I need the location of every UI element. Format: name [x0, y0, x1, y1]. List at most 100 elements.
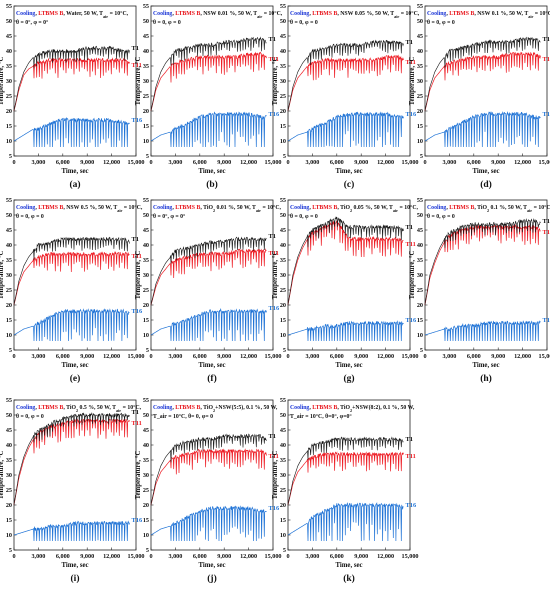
x-tick-label: 15,000 — [127, 159, 144, 166]
x-tick-label: 9,000 — [491, 159, 505, 166]
x-axis-label: Time, sec — [335, 562, 362, 569]
y-tick-label: 5 — [9, 153, 12, 160]
y-tick-label: 50 — [6, 18, 12, 25]
y-tick-label: 45 — [280, 33, 286, 40]
x-tick-label: 12,000 — [103, 159, 120, 166]
series-line-t11 — [150, 248, 267, 306]
chart-panel: 5 10 15 20 25 30 35 40 45 50 55 0 3,000 6,000 9,000 12,… — [272, 197, 419, 384]
series-label: T16 — [268, 111, 279, 118]
y-tick-label: 20 — [280, 302, 286, 309]
title-part: LTBMS B — [312, 405, 337, 411]
x-tick-label: 9,000 — [491, 353, 505, 360]
plot-frame — [150, 5, 274, 157]
title-part: = 10°C, — [533, 10, 550, 17]
y-tick-label: 55 — [280, 197, 286, 204]
series-label: T16 — [131, 308, 142, 315]
y-tick-label: 55 — [143, 197, 149, 204]
series-line-t1 — [150, 236, 267, 306]
x-axis-label: Time, sec — [472, 362, 499, 369]
title-part: , TiO — [337, 205, 350, 211]
y-tick-label: 10 — [280, 138, 286, 145]
x-tick-label: 6,000 — [193, 159, 207, 166]
x-tick-label: 3,000 — [168, 553, 182, 560]
y-axis-label: Temperature, °C — [0, 57, 5, 106]
series-label: T16 — [542, 317, 550, 324]
x-tick-label: 0 — [286, 353, 289, 360]
title-part: LTBMS B — [38, 11, 63, 17]
title-part: = 10°C, — [399, 10, 420, 17]
x-tick-label: 9,000 — [354, 159, 368, 166]
y-tick-label: 40 — [417, 48, 423, 55]
y-axis-label: Temperature, °C — [135, 57, 142, 106]
panel-subtitle: θ = 0, φ = 0 — [16, 214, 44, 220]
series-label: T1 — [131, 45, 138, 52]
title-part: 2 — [350, 408, 352, 413]
series-line-t16 — [13, 520, 130, 542]
series-line-t1 — [150, 433, 267, 506]
series-line-t1 — [13, 412, 130, 506]
y-tick-label: 20 — [6, 502, 12, 509]
y-tick-label: 50 — [417, 212, 423, 219]
series-label: T11 — [405, 241, 415, 248]
panel-letter: (g) — [343, 373, 354, 384]
x-tick-label: 12,000 — [240, 159, 257, 166]
y-tick-label: 45 — [280, 227, 286, 234]
x-tick-label: 3,000 — [305, 353, 319, 360]
y-tick-label: 55 — [417, 197, 423, 204]
title-part: 2 — [487, 208, 489, 213]
series-label: T1 — [131, 236, 138, 243]
series-label: T16 — [268, 305, 279, 312]
y-tick-label: 40 — [6, 242, 12, 249]
x-axis-label: Time, sec — [472, 168, 499, 175]
title-part: Cooling — [153, 11, 172, 17]
x-tick-label: 3,000 — [442, 159, 456, 166]
chart-panel: 5 10 15 20 25 30 35 40 45 50 55 0 3,000 6,000 9,000 12,… — [0, 197, 145, 384]
title-part: 2 — [213, 408, 215, 413]
panel-letter: (b) — [206, 179, 218, 190]
y-tick-label: 10 — [143, 332, 149, 339]
title-part: 2 — [350, 208, 352, 213]
y-tick-label: 35 — [417, 63, 423, 70]
x-tick-label: 9,000 — [217, 553, 231, 560]
y-tick-label: 35 — [143, 257, 149, 264]
series-label: T1 — [405, 224, 412, 231]
y-tick-label: 55 — [417, 3, 423, 10]
title-part: LTBMS B — [175, 205, 200, 211]
panel-subtitle: θ = 0, φ = 0 — [427, 214, 455, 220]
y-tick-label: 50 — [280, 412, 286, 419]
title-part: = 10°C, — [121, 404, 142, 411]
x-axis-label: Time, sec — [61, 362, 88, 369]
series-label: T11 — [131, 62, 141, 69]
x-tick-label: 12,000 — [240, 553, 257, 560]
x-tick-label: 15,000 — [264, 353, 281, 360]
title-part: Cooling — [153, 405, 172, 411]
title-part: Cooling — [290, 405, 309, 411]
series-line-t11 — [13, 57, 130, 112]
title-part: , TiO — [200, 205, 213, 211]
y-tick-label: 45 — [280, 427, 286, 434]
title-part: 0.01 %, 50 W, T — [215, 205, 256, 211]
y-tick-label: 50 — [417, 18, 423, 25]
x-axis-label: Time, sec — [61, 168, 88, 175]
series-label: T1 — [405, 436, 412, 443]
y-tick-label: 30 — [6, 472, 12, 479]
panel-letter: (f) — [207, 373, 217, 384]
y-tick-label: 40 — [6, 442, 12, 449]
title-part: Cooling — [427, 11, 446, 17]
panel-title: Cooling, LTBMS B, TiO2 0.1 %, 50 W, Tair… — [427, 204, 550, 213]
x-tick-label: 9,000 — [80, 159, 94, 166]
y-tick-label: 5 — [283, 347, 286, 354]
y-tick-label: 10 — [280, 332, 286, 339]
y-tick-label: 55 — [280, 3, 286, 10]
series-line-t11 — [287, 54, 404, 112]
series-label: T16 — [542, 111, 550, 118]
x-axis-label: Time, sec — [335, 168, 362, 175]
y-tick-label: 25 — [6, 287, 12, 294]
series-line-t11 — [424, 51, 541, 112]
title-part: LTBMS B — [312, 205, 337, 211]
chart-panel: 5 10 15 20 25 30 35 40 45 50 55 0 3,000 6,000 9,000 12,… — [0, 3, 145, 190]
title-part: Cooling — [16, 205, 35, 211]
y-tick-label: 30 — [143, 272, 149, 279]
y-tick-label: 45 — [417, 33, 423, 40]
